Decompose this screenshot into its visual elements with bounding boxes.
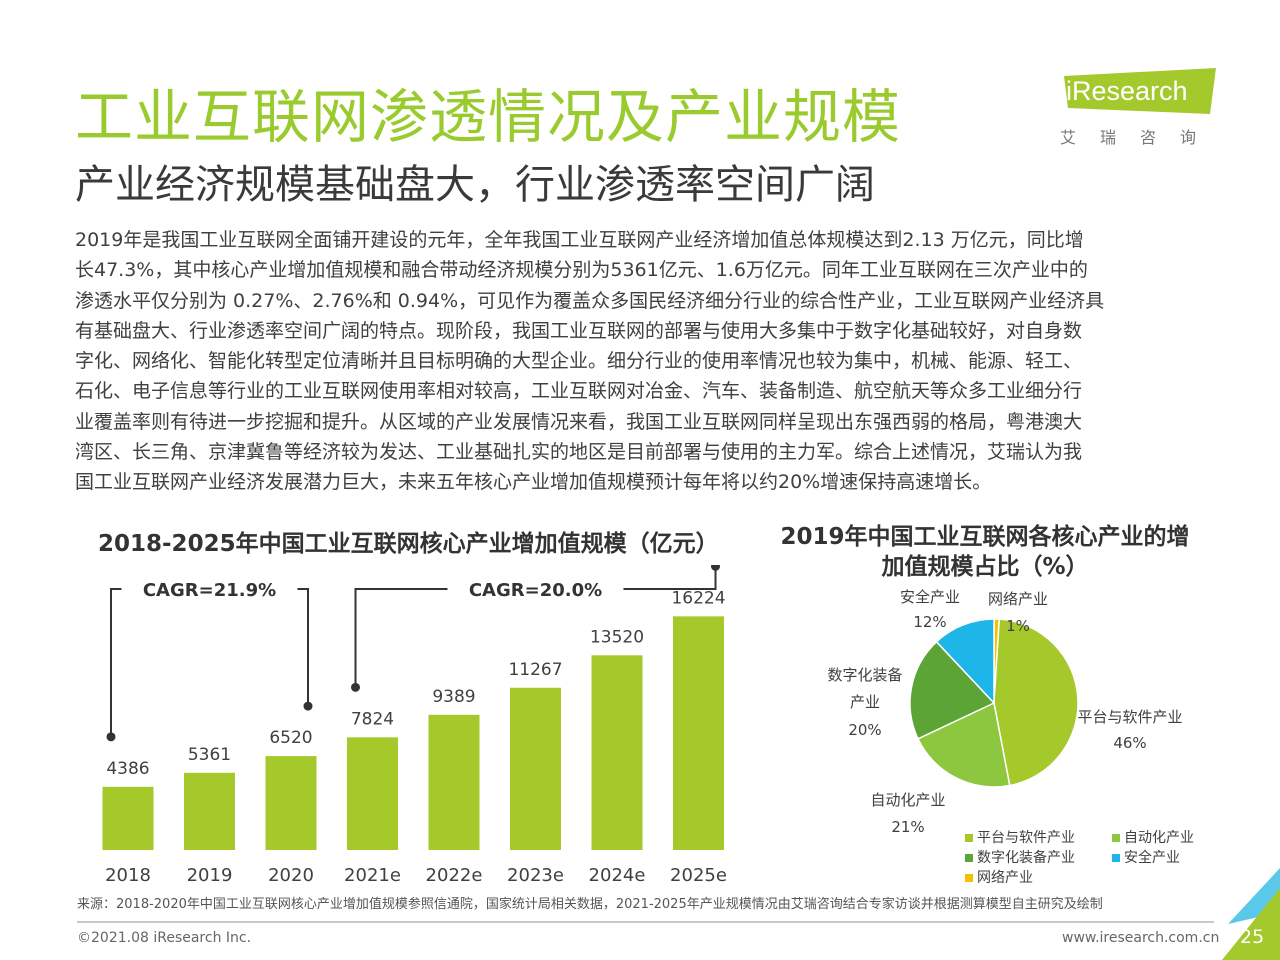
- summary-paragraph: 2019年是我国工业互联网全面铺开建设的元年，全年我国工业互联网产业经济增加值总…: [75, 225, 1215, 498]
- website-url: www.iresearch.com.cn: [1062, 930, 1220, 946]
- paragraph-line: 国工业互联网产业经济发展潜力巨大，未来五年核心产业增加值规模预计每年将以约20%…: [75, 471, 992, 494]
- bar-value-label: 11267: [508, 660, 562, 680]
- category-label: 2022e: [426, 865, 483, 886]
- paragraph-line: 长47.3%，其中核心产业增加值规模和融合带动经济规模分别为5361亿元、1.6…: [75, 259, 1088, 282]
- paragraph-line: 石化、电子信息等行业的工业互联网使用率相对较高，工业互联网对冶金、汽车、装备制造…: [75, 380, 1083, 403]
- cagr-bracket-right: [623, 566, 717, 590]
- legend-label: 安全产业: [1124, 849, 1180, 866]
- cagr-bracket-left: [110, 588, 122, 737]
- pie-slice: [935, 618, 995, 705]
- bar-value-label: 16224: [671, 588, 725, 608]
- cagr-label: CAGR=20.0%: [469, 580, 602, 601]
- pie-slice-percent: 46%: [1113, 734, 1146, 752]
- paragraph-line: 湾区、长三角、京津冀鲁等经济较为发达、工业基础扎实的地区是目前部署与使用的主力军…: [75, 441, 1083, 464]
- bar-value-label: 7824: [351, 709, 394, 729]
- cagr-end-dot: [303, 701, 313, 711]
- pie-slice-label: 自动化产业: [870, 791, 945, 809]
- pie-slice-label: 数字化装备: [827, 666, 902, 684]
- pie-slice-label: 安全产业: [900, 588, 960, 606]
- bar-2025e: [673, 616, 724, 850]
- legend-swatch: [1112, 854, 1120, 862]
- pie-slice-percent: 20%: [848, 721, 881, 739]
- category-label: 2023e: [507, 865, 564, 886]
- pie-slice-percent: 1%: [1006, 617, 1030, 635]
- legend-label: 平台与软件产业: [977, 830, 1075, 846]
- category-label: 2024e: [589, 865, 646, 886]
- corner-decoration: [1222, 868, 1280, 960]
- bar-chart: 4386 2018 5361 2019 6520 2020 7824 2021e 9389 202…: [102, 565, 727, 886]
- pie-slice: [909, 640, 996, 740]
- category-label: 2018: [105, 865, 151, 886]
- legend-swatch: [965, 854, 973, 862]
- bar-2020: [265, 756, 317, 850]
- bar-2021e: [347, 737, 398, 850]
- legend-swatch: [965, 874, 973, 882]
- page-title: 工业互联网渗透情况及产业规模: [75, 83, 902, 151]
- pie-slice: [916, 701, 1011, 788]
- category-label: 2019: [187, 865, 233, 886]
- legend-label: 网络产业: [977, 870, 1033, 886]
- paragraph-line: 2019年是我国工业互联网全面铺开建设的元年，全年我国工业互联网产业经济增加值总…: [75, 229, 1084, 251]
- copyright-text: ©2021.08 iResearch Inc.: [77, 930, 252, 946]
- paragraph-line: 业覆盖率则有待进一步挖掘和提升。从区域的产业发展情况来看，我国工业互联网同样呈现…: [75, 410, 1083, 433]
- pie-slice: [993, 618, 1079, 787]
- logo-cn-text: 艾瑞咨询: [1060, 128, 1221, 147]
- source-note: 来源：2018-2020年中国工业互联网核心产业增加值规模参照信通院，国家统计局…: [77, 897, 1103, 912]
- legend-label: 数字化装备产业: [977, 849, 1075, 866]
- bar-2023e: [510, 687, 561, 850]
- page-number: 25: [1240, 926, 1265, 948]
- pie-slice-percent: 21%: [891, 818, 924, 836]
- bar-2018: [102, 786, 154, 850]
- bar-2019: [184, 772, 235, 850]
- category-label: 2020: [268, 865, 314, 886]
- pie-chart-title: 2019年中国工业互联网各核心产业的增加值规模占比（%）: [780, 524, 1190, 580]
- bar-value-label: 13520: [590, 627, 644, 647]
- bar-value-label: 9389: [432, 687, 475, 707]
- cagr-bracket-left: [354, 588, 448, 688]
- legend-swatch: [1112, 834, 1120, 842]
- pie-slice-label: 产业: [850, 693, 880, 711]
- cagr-label: CAGR=21.9%: [143, 580, 276, 601]
- cagr-bracket-right: [297, 588, 309, 707]
- pie-slice-percent: 12%: [913, 613, 946, 631]
- category-label: 2021e: [344, 865, 401, 886]
- category-label: 2025e: [670, 865, 727, 886]
- logo-text: iResearch: [1066, 76, 1188, 106]
- pie-slice-label: 网络产业: [988, 590, 1048, 608]
- legend-swatch: [965, 834, 973, 842]
- cagr-start-dot: [351, 682, 360, 692]
- paragraph-line: 渗透水平仅分别为 0.27%、2.76%和 0.94%，可见作为覆盖众多国民经济…: [75, 289, 1105, 312]
- pie-slice-label: 平台与软件产业: [1077, 708, 1182, 726]
- cagr-end-dot: [711, 565, 720, 571]
- iresearch-logo: iResearch 艾瑞咨询: [1058, 68, 1218, 148]
- bar-2024e: [591, 655, 643, 850]
- bar-value-label: 4386: [106, 759, 149, 779]
- footer-divider: [77, 921, 1214, 923]
- legend-label: 自动化产业: [1124, 830, 1194, 846]
- logo-flag-shape: [1064, 68, 1216, 114]
- pie-chart: 平台与软件产业46%自动化产业21%数字化装备产业20%安全产业12%网络产业1…: [827, 588, 1194, 886]
- paragraph-line: 字化、网络化、智能化转型定位清晰并且目标明确的大型企业。细分行业的使用率情况也较…: [75, 350, 1083, 373]
- bar-value-label: 5361: [188, 745, 231, 765]
- bar-2022e: [428, 714, 480, 850]
- cagr-start-dot: [106, 732, 116, 742]
- paragraph-line: 有基础盘大、行业渗透率空间广阔的特点。现阶段，我国工业互联网的部署与使用大多集中…: [75, 319, 1083, 342]
- page-subtitle: 产业经济规模基础盘大，行业渗透率空间广阔: [75, 162, 875, 208]
- bar-chart-title: 2018-2025年中国工业互联网核心产业增加值规模（亿元）: [98, 531, 719, 557]
- bar-value-label: 6520: [269, 728, 312, 748]
